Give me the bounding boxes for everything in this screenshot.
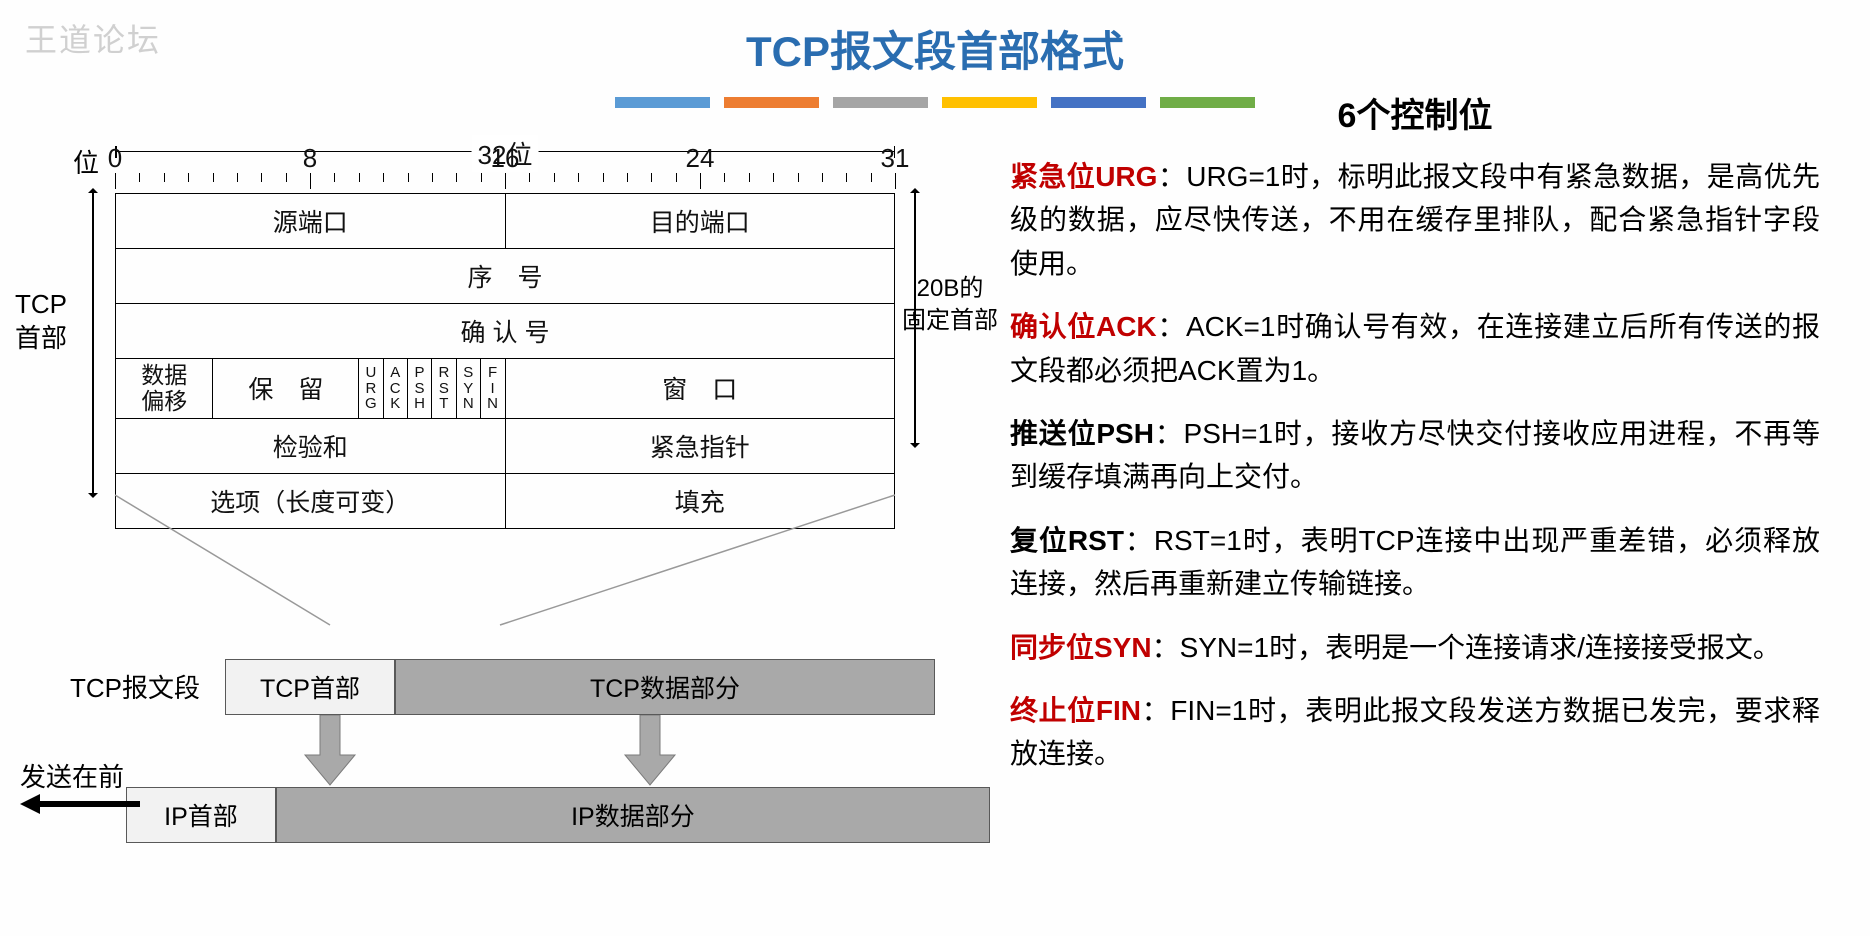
tcp-segment-label: TCP报文段: [20, 668, 225, 705]
control-bit-key: 同步位SYN: [1010, 632, 1152, 663]
ruler-tick: [456, 173, 457, 182]
field-ack: 确 认 号: [116, 304, 895, 359]
ruler-tick: [749, 173, 750, 182]
ruler-tick: [164, 173, 165, 182]
ruler-tick: [846, 173, 847, 182]
control-bits-column: 6个控制位 紧急位URG：URG=1时，标明此报文段中有紧急数据，是高优先级的数…: [990, 118, 1860, 843]
ruler-tick: [895, 173, 896, 189]
ruler-tick: [359, 173, 360, 182]
tcp-header-box: TCP首部: [225, 659, 395, 715]
bit-label: 16: [491, 143, 520, 174]
bit-ruler: 32位 位 08162431: [115, 143, 895, 191]
ruler-tick: [213, 173, 214, 182]
ruler-tick: [603, 173, 604, 182]
left-arrow-icon: [20, 794, 140, 814]
control-bit-key: 复位RST: [1010, 525, 1124, 556]
field-urgptr: 紧急指针: [505, 418, 895, 473]
color-bar: [615, 97, 710, 108]
ruler-tick: [871, 173, 872, 182]
control-bit-item: 复位RST：RST=1时，表明TCP连接中出现严重差错，必须释放连接，然后再重新…: [1010, 519, 1820, 606]
page-title: TCP报文段首部格式: [0, 0, 1870, 79]
ruler-tick: [773, 173, 774, 182]
tcp-header-table-wrap: TCP首部 20B的固定首部 源端口 目的端口 序 号 确 认 号: [115, 193, 895, 529]
flag-rst: RST: [432, 359, 456, 419]
field-window: 窗 口: [505, 359, 895, 419]
diagram-column: 32位 位 08162431 TCP首部 20B的固定首部: [0, 118, 990, 843]
control-bit-item: 同步位SYN：SYN=1时，表明是一个连接请求/连接接受报文。: [1010, 626, 1820, 669]
ruler-tick: [408, 173, 409, 182]
ruler-tick: [188, 173, 189, 182]
ruler-tick: [261, 173, 262, 182]
control-bit-body: ：SYN=1时，表明是一个连接请求/连接接受报文。: [1152, 632, 1781, 663]
flag-ack: ACK: [383, 359, 407, 419]
field-reserved: 保 留: [213, 359, 359, 419]
field-seq: 序 号: [116, 249, 895, 304]
bit-label: 31: [881, 143, 910, 174]
encapsulation-diagram: TCP报文段 TCP首部 TCP数据部分 发送在前 IP首部 IP数据部分: [20, 659, 990, 843]
field-src-port: 源端口: [116, 194, 506, 249]
control-bit-key: 推送位PSH: [1010, 418, 1154, 449]
tcp-data-box: TCP数据部分: [395, 659, 935, 715]
bit-label: 24: [686, 143, 715, 174]
ruler-tick: [822, 173, 823, 182]
field-checksum: 检验和: [116, 418, 506, 473]
control-bits-title: 6个控制位: [1010, 88, 1820, 137]
ruler-tick: [724, 173, 725, 182]
ruler-prefix: 位: [73, 143, 99, 180]
down-arrow-icon: [300, 715, 360, 787]
ruler-tick: [481, 173, 482, 182]
control-bit-key: 确认位ACK: [1010, 311, 1157, 342]
left-bracket: TCP首部: [20, 193, 105, 441]
ruler-tick: [383, 173, 384, 182]
ruler-tick: [578, 173, 579, 182]
tcp-header-table: 源端口 目的端口 序 号 确 认 号 数据偏移 保 留 URG ACK PSH …: [115, 193, 895, 529]
ruler-tick: [798, 173, 799, 182]
down-arrow-icon: [620, 715, 680, 787]
bit-label: 0: [108, 143, 122, 174]
ruler-tick: [554, 173, 555, 182]
control-bit-item: 紧急位URG：URG=1时，标明此报文段中有紧急数据，是高优先级的数据，应尽快传…: [1010, 155, 1820, 285]
control-bit-body: ：RST=1时，表明TCP连接中出现严重差错，必须释放连接，然后再重新建立传输链…: [1010, 525, 1820, 599]
control-bit-key: 终止位FIN: [1010, 695, 1141, 726]
field-dst-port: 目的端口: [505, 194, 895, 249]
flag-psh: PSH: [408, 359, 432, 419]
flag-fin: FIN: [481, 359, 505, 419]
send-first-label: 发送在前: [20, 757, 124, 794]
color-bar: [833, 97, 928, 108]
ruler-tick: [505, 173, 506, 189]
ruler-tick: [627, 173, 628, 182]
ruler-tick: [700, 173, 701, 189]
color-bar: [724, 97, 819, 108]
ruler-tick: [529, 173, 530, 182]
control-bit-key: 紧急位URG: [1010, 161, 1157, 192]
flag-urg: URG: [359, 359, 383, 419]
watermark: 王道论坛: [25, 15, 161, 61]
field-padding: 填充: [505, 473, 895, 528]
ruler-tick: [676, 173, 677, 182]
control-bit-item: 确认位ACK：ACK=1时确认号有效，在连接建立后所有传送的报文段都必须把ACK…: [1010, 305, 1820, 392]
ruler-tick: [139, 173, 140, 182]
flag-syn: SYN: [456, 359, 480, 419]
field-options: 选项（长度可变）: [116, 473, 506, 528]
ruler-tick: [310, 173, 311, 189]
control-bit-item: 推送位PSH：PSH=1时，接收方尽快交付接收应用进程，不再等到缓存填满再向上交…: [1010, 412, 1820, 499]
bit-label: 8: [303, 143, 317, 174]
ruler-tick: [651, 173, 652, 182]
field-data-offset: 数据偏移: [116, 359, 213, 419]
ruler-tick: [286, 173, 287, 182]
ip-data-box: IP数据部分: [276, 787, 990, 843]
control-bit-item: 终止位FIN：FIN=1时，表明此报文段发送方数据已发完，要求释放连接。: [1010, 689, 1820, 776]
ruler-tick: [432, 173, 433, 182]
ruler-tick: [115, 173, 116, 189]
ip-header-box: IP首部: [126, 787, 276, 843]
ruler-tick: [334, 173, 335, 182]
right-bracket: 20B的固定首部: [900, 193, 990, 441]
ruler-tick: [237, 173, 238, 182]
